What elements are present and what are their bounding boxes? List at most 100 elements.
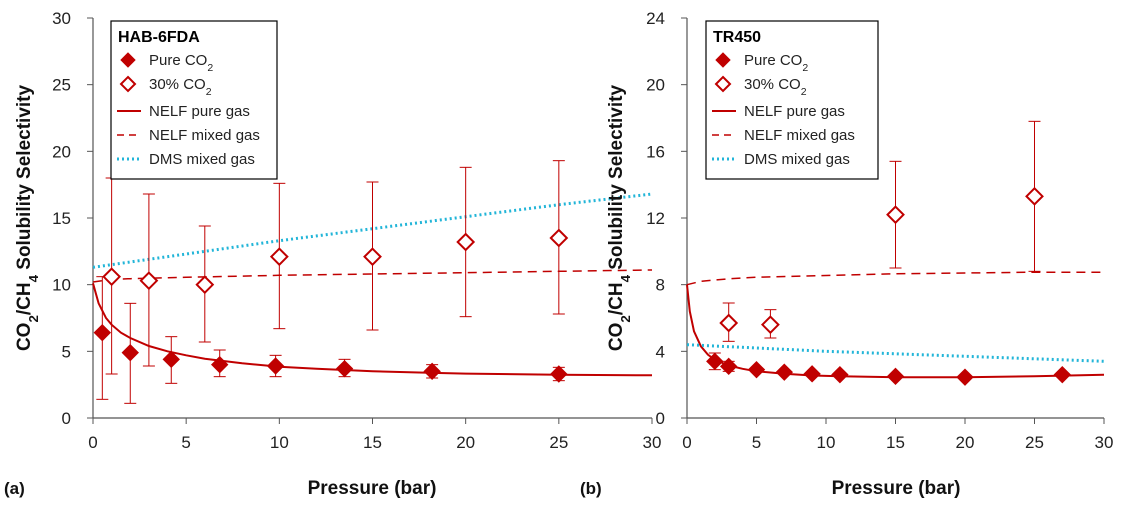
data-point-mixed — [719, 313, 739, 333]
x-tick-label: 25 — [1025, 433, 1044, 452]
x-tick-label: 10 — [817, 433, 836, 452]
legend-label-nelf-pure: NELF pure gas — [744, 103, 845, 120]
y-tick-label: 16 — [646, 142, 665, 161]
data-point-pure — [93, 323, 112, 342]
y-tick-label: 5 — [62, 342, 71, 361]
y-axis-label: CO2/CH4 Solubility Selectivity — [14, 85, 41, 352]
legend-label-nelf-mixed: NELF mixed gas — [149, 127, 260, 144]
data-point-pure — [775, 363, 794, 381]
y-tick-label: 10 — [52, 276, 71, 295]
data-point-pure — [162, 350, 180, 369]
data-point-pure — [747, 360, 766, 379]
y-axis-label-part: /CH — [606, 282, 627, 315]
legend-box — [705, 20, 879, 180]
y-tick-label: 8 — [656, 276, 665, 295]
data-point-mixed — [886, 205, 905, 225]
data-point-pure — [886, 367, 905, 386]
y-axis-label-part: Solubility Selectivity — [606, 85, 627, 275]
legend-label-mixed-part: 30% CO — [744, 76, 801, 93]
legend-label-dms-mixed: DMS mixed gas — [149, 151, 255, 168]
data-point-mixed — [195, 275, 215, 295]
data-point-mixed — [139, 271, 159, 291]
x-axis-label: Pressure (bar) — [308, 478, 437, 499]
data-point-pure — [831, 365, 849, 384]
y-tick-label: 15 — [52, 209, 71, 228]
data-point-mixed — [456, 232, 476, 252]
y-axis-label-part: Solubility Selectivity — [14, 85, 35, 275]
curve-dms-mixed — [686, 343, 1105, 363]
legend-title: HAB-6FDA — [118, 29, 200, 46]
y-tick-label: 25 — [52, 76, 71, 95]
y-tick-label: 12 — [646, 209, 665, 228]
data-point-pure — [1053, 365, 1072, 384]
data-point-mixed — [760, 315, 780, 335]
data-point-pure — [803, 365, 821, 383]
x-tick-label: 30 — [1095, 433, 1114, 452]
legend-title: TR450 — [713, 29, 761, 46]
data-point-mixed — [269, 247, 289, 267]
data-point-mixed — [363, 247, 382, 267]
y-axis-label-part: /CH — [14, 282, 35, 315]
data-point-mixed — [102, 267, 122, 287]
legend-label-pure-part: 2 — [207, 62, 213, 74]
y-axis-label-part: 4 — [26, 274, 41, 282]
legend-label-nelf-mixed: NELF mixed gas — [744, 127, 855, 144]
legend-label-pure-part: Pure CO — [149, 52, 207, 69]
y-tick-label: 24 — [646, 9, 665, 28]
y-axis-label-part: 4 — [618, 274, 633, 282]
x-tick-label: 30 — [643, 433, 662, 452]
y-tick-label: 20 — [52, 142, 71, 161]
x-tick-label: 10 — [270, 433, 289, 452]
legend-label-pure: Pure CO2 — [744, 52, 808, 74]
legend-label-pure: Pure CO2 — [149, 52, 213, 74]
curve-nelf-mixed — [686, 271, 1104, 286]
y-axis-label-part: CO — [606, 323, 627, 352]
x-tick-label: 5 — [752, 433, 761, 452]
legend-label-mixed: 30% CO2 — [149, 76, 212, 98]
y-axis-label: CO2/CH4 Solubility Selectivity — [606, 85, 633, 352]
x-tick-label: 0 — [88, 433, 97, 452]
y-tick-label: 20 — [646, 76, 665, 95]
legend-label-pure-part: 2 — [802, 62, 808, 74]
data-point-pure — [335, 359, 354, 378]
panel-label: (b) — [580, 479, 602, 498]
y-tick-label: 0 — [62, 409, 71, 428]
legend-label-dms-mixed: DMS mixed gas — [744, 151, 850, 168]
y-tick-label: 30 — [52, 9, 71, 28]
data-point-pure — [266, 357, 285, 375]
x-tick-label: 15 — [363, 433, 382, 452]
x-tick-label: 25 — [549, 433, 568, 452]
data-point-mixed — [1025, 186, 1044, 206]
data-point-pure — [956, 368, 974, 386]
x-tick-label: 0 — [682, 433, 691, 452]
data-point-pure — [210, 355, 229, 374]
legend-label-mixed: 30% CO2 — [744, 76, 807, 98]
x-tick-label: 5 — [181, 433, 190, 452]
y-axis-label-part: 2 — [26, 315, 41, 322]
y-tick-label: 0 — [656, 409, 665, 428]
legend-marker-pure — [715, 52, 731, 68]
legend-label-mixed-part: 2 — [801, 86, 807, 98]
x-tick-label: 15 — [886, 433, 905, 452]
data-point-pure — [719, 357, 738, 376]
data-point-pure — [121, 343, 139, 362]
data-point-mixed — [549, 228, 569, 248]
y-axis-label-part: 2 — [618, 315, 633, 322]
data-point-pure — [550, 365, 568, 383]
data-point-pure — [423, 362, 441, 381]
x-tick-label: 20 — [956, 433, 975, 452]
x-axis-label: Pressure (bar) — [832, 478, 961, 499]
legend-marker-pure — [120, 52, 136, 68]
y-tick-label: 4 — [656, 342, 665, 361]
legend-box — [110, 20, 278, 180]
chart-panel-a: 0 5 10 15 20 25 30 0 5 10 15 20 25 30 Pressure (bar) CO… — [4, 9, 661, 499]
y-axis-label-part: CO — [14, 323, 35, 352]
legend-label-nelf-pure: NELF pure gas — [149, 103, 250, 120]
panel-label: (a) — [4, 479, 25, 498]
legend-marker-mixed — [119, 75, 137, 93]
